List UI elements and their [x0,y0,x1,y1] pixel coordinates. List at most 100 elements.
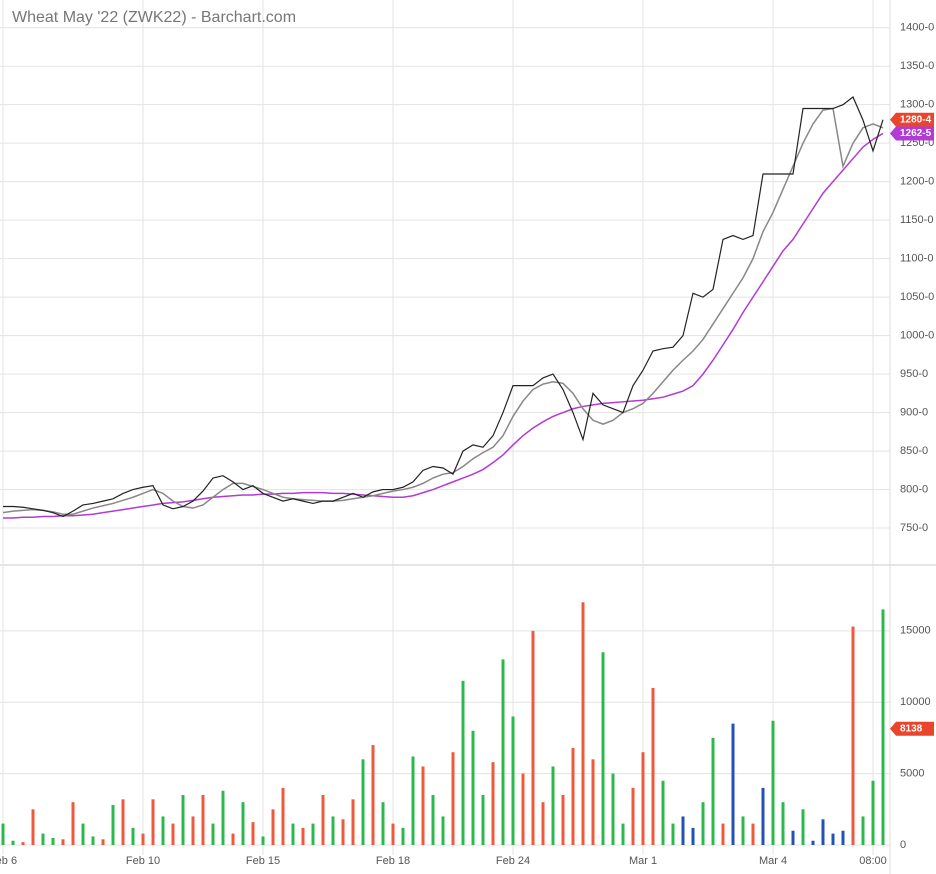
volume-bar [181,795,185,846]
y-tick-label: 1400-0 [900,22,934,34]
price-line [3,96,884,518]
volume-bar [641,752,645,846]
last-value-label: 8138 [900,723,923,734]
moving-average [3,132,884,519]
volume-bar [601,652,605,846]
volume-bar [711,737,715,846]
volume-bar [841,830,845,846]
volume-bar [741,816,745,846]
y-tick-label: 1150-0 [900,214,933,226]
last-value-tag [890,112,934,127]
x-tick-label: Feb 24 [496,855,530,867]
volume-bar [321,795,325,846]
volume-bar [281,787,285,846]
x-tick-label: Feb 18 [376,855,410,867]
y-tick-label: 1100-0 [900,253,933,265]
volume-bar [591,759,595,846]
volume-bar [631,787,635,846]
labels-layer: 750-0 800-0 850-0 900-0 950-0 1000-0 1050-0 110… [0,22,934,867]
y-tick-label: 1300-0 [900,99,934,111]
volume-bar [51,837,55,846]
volume-bar [371,745,375,846]
volume-bar [561,795,565,846]
volume-bar [811,840,815,846]
volume-bar [851,626,855,846]
volume-bar [621,823,625,846]
volume-bar [201,795,205,846]
volume-bar [161,816,165,846]
volume-bar [831,833,835,846]
volume-bar [791,830,795,846]
volume-bar [461,680,465,846]
y-tick-label: 5000 [900,768,924,780]
volume-bar [651,687,655,846]
y-tick-label: 0 [900,839,906,851]
y-tick-label: 750-0 [900,522,928,534]
volume-bar [301,827,305,846]
y-tick-label: 1000-0 [900,330,934,342]
volume-bar [341,819,345,846]
volume-bar [311,823,315,846]
volume-bar [221,790,225,846]
last-value-tag [890,126,934,141]
volume-bar [421,766,425,846]
volume-bar [491,762,495,846]
volume-bar [101,839,105,846]
volume-bar [171,823,175,846]
y-tick-label: 950-0 [900,368,928,380]
volume-bar [151,799,155,846]
x-tick-label: Feb 6 [0,855,17,867]
volume-bar [141,833,145,846]
volume-bar [431,795,435,846]
volume-bar [361,759,365,846]
x-tick-label: Feb 15 [246,855,280,867]
volume-bar [21,842,25,846]
volume-bar [881,609,885,846]
volume-bar [661,780,665,846]
volume-bar [511,716,515,846]
volume-bar [801,809,805,846]
y-tick-label: 800-0 [900,483,928,495]
volume-bar [571,747,575,846]
last-value-label: 1262-5 [900,128,932,139]
volume-bar [441,816,445,846]
volume-bar [31,809,35,846]
volume-bar [681,816,685,846]
volume-bar [781,802,785,846]
volume-bar [761,787,765,846]
y-tick-label: 15000 [900,625,931,637]
y-tick-label: 900-0 [900,406,928,418]
x-tick-label: Feb 10 [126,855,160,867]
volume-bar [231,833,235,846]
volume-bar [61,839,65,846]
volume-bar [541,802,545,846]
volume-bar [531,630,535,846]
volume-bar [11,840,15,846]
grid-layer [0,0,890,855]
volume-bar [771,720,775,846]
volume-bar [821,819,825,846]
volume-bar [121,799,125,846]
volume-bar [471,730,475,846]
volume-bar [581,602,585,846]
volume-bar [401,827,405,846]
volume-bar [451,752,455,846]
volume-bar [251,822,255,846]
volume-bar [501,659,505,846]
volume-bar [351,799,355,846]
volume-bar [291,823,295,846]
volume-bar [551,766,555,846]
volume-bar [871,780,875,846]
volume-bar [1,823,5,846]
volume-bar [91,836,95,846]
volume-bar [131,827,135,846]
y-tick-label: 1050-0 [900,291,934,303]
volume-bar [721,823,725,846]
y-tick-label: 1350-0 [900,60,934,72]
volume-bar [211,823,215,846]
marks-layer [1,96,885,846]
x-tick-label: Mar 1 [629,855,657,867]
volume-bar [331,816,335,846]
